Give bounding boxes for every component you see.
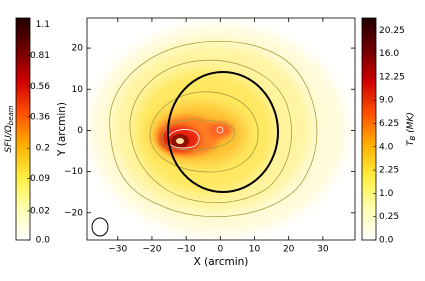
x-axis-label: X (arcmin) — [194, 256, 249, 268]
colorbar-tick-label: 0.0 — [379, 236, 394, 246]
colorbar-label-part: B — [409, 135, 417, 140]
x-tick-label: 30 — [317, 245, 329, 255]
colorbar-tick-label: 4.0 — [379, 142, 394, 152]
x-tick-label: 0 — [217, 245, 223, 255]
y-axis-label: Y (arcmin) — [56, 102, 68, 157]
colorbar-tick-label: 0.09 — [30, 174, 50, 184]
beam-ellipse — [91, 217, 109, 237]
colorbar-tick-label: 1.0 — [379, 189, 394, 199]
x-tick-label: −20 — [142, 245, 161, 255]
x-tick-label: −30 — [108, 245, 127, 255]
colorbar — [361, 17, 377, 241]
colorbar — [15, 17, 31, 241]
y-tick-label: 10 — [72, 85, 84, 95]
colorbar-tick-label: 0.81 — [30, 51, 50, 61]
colorbar-tick-label: 12.25 — [379, 72, 405, 82]
y-tick-label: 0 — [77, 126, 83, 136]
y-tick-label: 20 — [72, 44, 84, 54]
colorbar-tick-label: 6.25 — [379, 119, 399, 129]
colorbar-tick-label: 0.0 — [36, 236, 51, 246]
colorbar-label-part: (MK) — [406, 112, 416, 136]
contours — [109, 40, 318, 218]
x-tick-label: −10 — [177, 245, 196, 255]
colorbar-tick-label: 2.25 — [379, 166, 399, 176]
x-tick-label: 10 — [249, 245, 261, 255]
y-tick-label: −20 — [64, 208, 83, 218]
colorbar-label-part: beam — [7, 105, 15, 125]
colorbar-label: TB (MK) — [406, 112, 418, 146]
colorbar-tick-label: 0.02 — [30, 206, 50, 216]
colorbar-label-part: SFU/Ω — [4, 125, 14, 153]
colorbar-tick-label: 20.25 — [379, 26, 405, 36]
y-tick-label: −10 — [64, 167, 83, 177]
colorbar-tick-label: 0.36 — [30, 112, 50, 122]
colorbar-tick-label: 1.1 — [36, 20, 50, 30]
colorbar-label-part: T — [406, 139, 416, 146]
plot-frame — [86, 17, 356, 241]
colorbar-label: SFU/Ωbeam — [4, 105, 16, 152]
colorbar-tick-label: 16.0 — [379, 49, 399, 59]
colorbar-tick-label: 0.25 — [379, 212, 399, 222]
region-ellipse — [167, 71, 279, 193]
colorbar-tick-label: 0.56 — [30, 82, 50, 92]
colorbar-tick-label: 0.2 — [36, 144, 50, 154]
x-tick-label: 20 — [283, 245, 295, 255]
heatmap-image — [87, 18, 355, 240]
colorbar-tick-label: 9.0 — [379, 96, 394, 106]
